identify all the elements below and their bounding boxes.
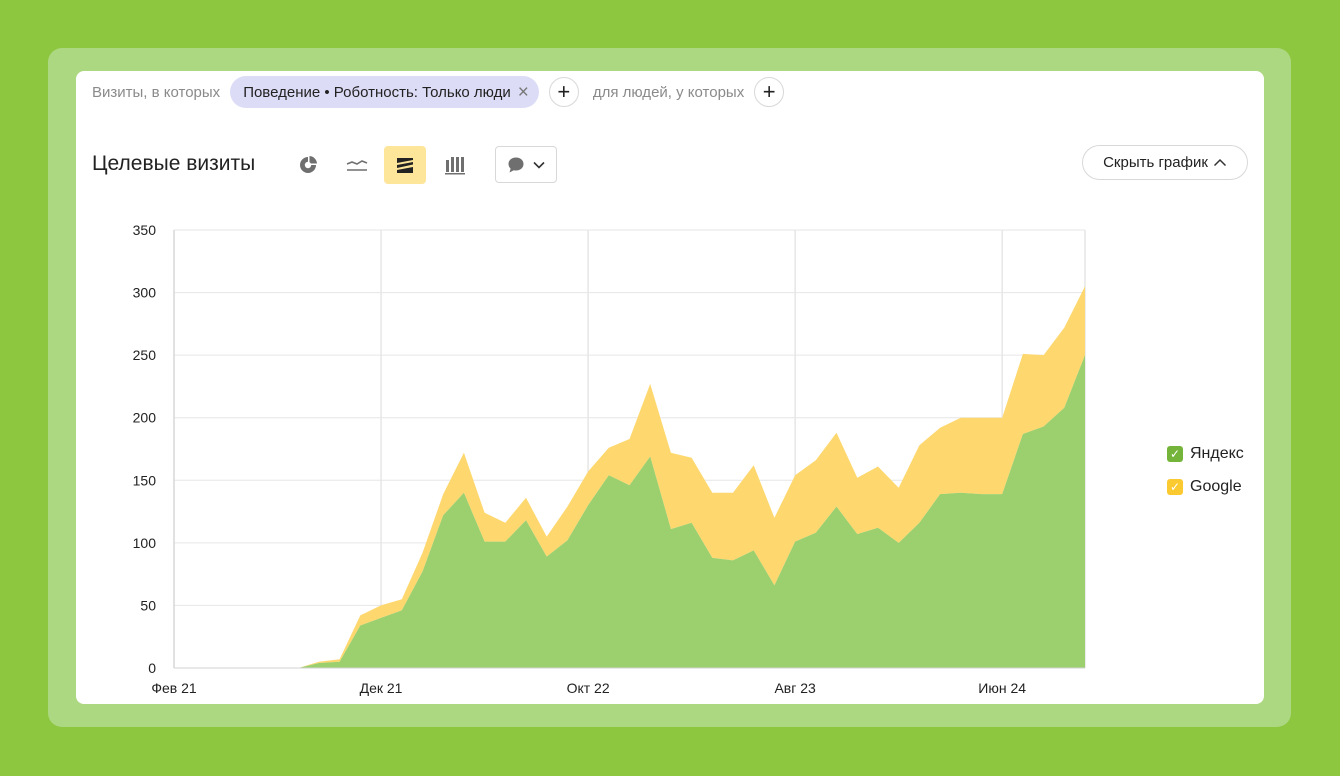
chevron-up-icon [1213, 158, 1226, 167]
x-tick-label: Фев 21 [151, 680, 197, 696]
stacked-area-view-button[interactable] [384, 146, 426, 184]
y-tick-label: 300 [133, 285, 157, 301]
stacked-area-chart: 0 50 100 150 200 250 300 350 Фев 21 Дек 21 Окт 22 А… [133, 222, 1086, 696]
series-area-yandex [174, 355, 1085, 668]
add-visit-condition-button[interactable]: + [548, 77, 579, 107]
hide-chart-button[interactable]: Скрыть график [1082, 145, 1248, 180]
chevron-down-icon [533, 161, 545, 169]
legend-item-google[interactable]: ✓ Google [1167, 470, 1244, 503]
y-tick-label: 50 [140, 597, 156, 613]
chart-title: Целевые визиты [92, 152, 256, 175]
hide-chart-label: Скрыть график [1103, 154, 1208, 171]
y-tick-label: 250 [133, 347, 157, 363]
close-icon[interactable]: × [517, 81, 529, 103]
bar-chart-view-button[interactable] [434, 146, 476, 184]
y-tick-label: 150 [133, 472, 157, 488]
bar-chart-icon [445, 157, 465, 175]
y-tick-label: 350 [133, 222, 157, 238]
pie-chart-icon [300, 156, 317, 173]
checkbox-icon[interactable]: ✓ [1167, 445, 1183, 462]
pie-chart-view-button[interactable] [287, 146, 329, 184]
line-chart-view-button[interactable] [336, 146, 378, 184]
series-area-google [174, 286, 1085, 668]
segment-filter-bar: Визиты, в которых Поведение • Роботность… [92, 75, 785, 109]
filter-chip-label: Поведение • Роботность: Только люди [243, 83, 511, 101]
people-filter-label: для людей, у которых [592, 83, 745, 101]
x-tick-label: Июн 24 [978, 680, 1026, 696]
stacked-area-icon [397, 158, 413, 173]
x-tick-label: Дек 21 [360, 680, 403, 696]
add-people-condition-button[interactable]: + [754, 77, 785, 107]
comment-icon [508, 157, 524, 172]
legend-label: Яндекс [1190, 444, 1244, 462]
y-tick-label: 100 [133, 535, 157, 551]
line-chart-icon [346, 160, 368, 171]
x-tick-label: Окт 22 [567, 680, 610, 696]
x-tick-label: Авг 23 [774, 680, 816, 696]
filter-prefix-label: Визиты, в которых [92, 83, 221, 101]
legend-item-yandex[interactable]: ✓ Яндекс [1167, 437, 1244, 470]
report-card: Визиты, в которых Поведение • Роботность… [76, 71, 1264, 704]
y-tick-label: 200 [133, 410, 157, 426]
robot-filter-chip[interactable]: Поведение • Роботность: Только люди × [230, 76, 539, 108]
chart-legend: ✓ Яндекс ✓ Google [1167, 437, 1244, 503]
legend-label: Google [1190, 477, 1242, 495]
checkbox-icon[interactable]: ✓ [1167, 478, 1183, 495]
annotations-dropdown[interactable] [495, 146, 557, 183]
y-tick-label: 0 [148, 660, 156, 676]
